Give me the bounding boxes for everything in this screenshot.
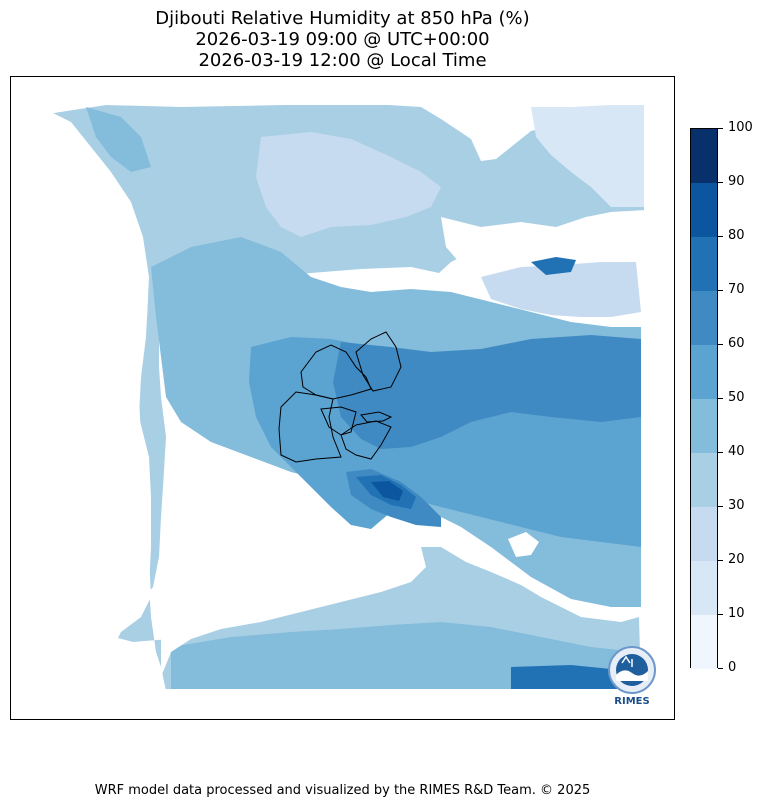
border-djibouti-city: [360, 411, 393, 423]
chart-title: Djibouti Relative Humidity at 850 hPa (%…: [0, 8, 685, 71]
colorbar-tick: [718, 398, 723, 399]
mask-west: [11, 77, 161, 719]
colorbar-tick-label: 90: [728, 174, 745, 189]
colorbar-segment: [691, 345, 717, 399]
logo-text: RIMES: [614, 696, 650, 707]
contour-70-80-east: [531, 257, 576, 275]
mask-top: [11, 77, 674, 105]
colorbar-tick-label: 60: [728, 336, 745, 351]
colorbar-tick-label: 70: [728, 282, 745, 297]
credit-footer: WRF model data processed and visualized …: [94, 783, 591, 798]
contour-20-30-north: [256, 132, 441, 237]
colorbar-tick: [718, 290, 723, 291]
title-line-2: 2026-03-19 09:00 @ UTC+00:00: [195, 29, 490, 50]
title-line-3: 2026-03-19 12:00 @ Local Time: [198, 50, 487, 71]
map-panel: [10, 76, 675, 720]
colorbar-segment: [691, 183, 717, 237]
humidity-contour-map: [11, 77, 674, 719]
colorbar-segment: [691, 561, 717, 615]
colorbar-tick-label: 80: [728, 228, 745, 243]
colorbar-segment: [691, 291, 717, 345]
contour-80-90: [371, 481, 403, 501]
colorbar-tick: [718, 344, 723, 345]
contour-10-20-ne: [531, 105, 644, 207]
colorbar-tick: [718, 182, 723, 183]
mask-south-land: [161, 529, 426, 677]
rimes-logo-icon: [608, 646, 656, 694]
contour-60-70: [333, 335, 641, 449]
contour-70-80-se: [511, 665, 636, 689]
mask-ne-island: [441, 210, 646, 262]
colorbar-tick-label: 30: [728, 498, 745, 513]
colorbar-tick: [718, 560, 723, 561]
colorbar-tick-label: 50: [728, 390, 745, 405]
colorbar: 0 10 20 30 40 50 60 70 80 90 100: [690, 121, 760, 675]
colorbar-tick: [718, 506, 723, 507]
colorbar-tick: [718, 668, 723, 669]
mask-east: [644, 77, 674, 719]
rimes-logo: RIMES: [602, 645, 662, 707]
colorbar-tick-label: 100: [728, 120, 753, 135]
colorbar-segment: [691, 507, 717, 561]
colorbar-tick: [718, 452, 723, 453]
colorbar-scale: [690, 128, 718, 669]
colorbar-tick-label: 10: [728, 606, 745, 621]
border-arta: [320, 406, 357, 436]
colorbar-segment: [691, 615, 717, 669]
colorbar-tick-label: 40: [728, 444, 745, 459]
colorbar-segment: [691, 453, 717, 507]
border-obock: [355, 331, 402, 392]
colorbar-tick: [718, 614, 723, 615]
colorbar-tick: [718, 236, 723, 237]
border-dikhil: [278, 391, 342, 463]
colorbar-segment: [691, 129, 717, 183]
mask-bottom: [161, 689, 674, 719]
contour-40-50-west: [86, 107, 151, 172]
title-line-1: Djibouti Relative Humidity at 850 hPa (%…: [155, 8, 530, 29]
mask-south-blob: [508, 532, 539, 557]
colorbar-segment: [691, 237, 717, 291]
contour-20-30-east: [481, 262, 641, 317]
colorbar-tick: [718, 128, 723, 129]
colorbar-tick-label: 20: [728, 552, 745, 567]
border-ali-sabieh: [340, 420, 392, 460]
colorbar-tick-label: 0: [728, 660, 737, 675]
colorbar-segment: [691, 399, 717, 453]
